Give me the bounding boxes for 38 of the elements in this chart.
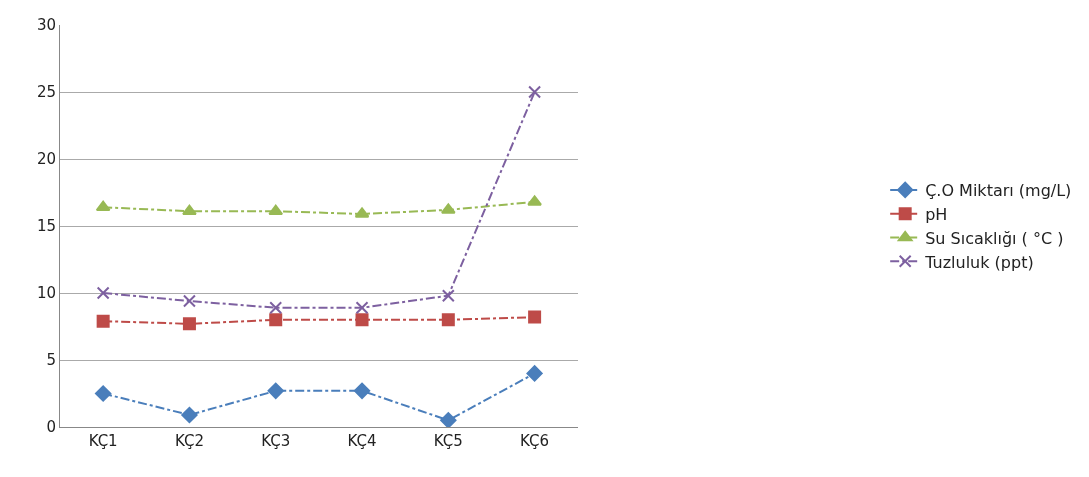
- point: [441, 313, 455, 327]
- y-tick-label: 5: [46, 351, 56, 370]
- y-tick-label: 10: [36, 284, 56, 303]
- point: [96, 286, 110, 300]
- point: [268, 204, 284, 216]
- legend-label: Su Sıcaklığı ( °C ): [925, 228, 1064, 248]
- y-tick-label: 0: [46, 418, 56, 437]
- point: [440, 412, 457, 427]
- x-tick-label: KÇ3: [261, 432, 291, 450]
- legend-label: Tuzluluk (ppt): [924, 252, 1034, 272]
- point: [441, 289, 455, 303]
- point: [355, 313, 369, 327]
- x-tick-label: KÇ6: [520, 432, 550, 450]
- point: [182, 317, 196, 331]
- point: [95, 385, 112, 402]
- y-tick-label: 20: [36, 150, 56, 169]
- point: [96, 314, 110, 328]
- point: [182, 294, 196, 308]
- x-tick-label: KÇ1: [88, 432, 118, 450]
- point: [528, 85, 542, 99]
- point: [269, 313, 283, 327]
- legend-label: Ç.O Miktarı (mg/L): [925, 181, 1072, 201]
- point: [355, 301, 369, 315]
- point: [353, 382, 371, 399]
- point: [528, 310, 542, 324]
- y-tick-label: 15: [36, 217, 56, 236]
- x-tick-label: KÇ4: [347, 432, 377, 450]
- x-tick-label: KÇ5: [433, 432, 463, 450]
- point: [182, 204, 197, 216]
- y-tick-label: 25: [36, 83, 56, 102]
- point: [181, 406, 198, 424]
- point: [267, 382, 284, 399]
- point: [526, 365, 543, 382]
- point: [269, 301, 283, 315]
- legend-label: pH: [925, 204, 948, 224]
- point: [527, 195, 542, 206]
- x-tick-label: KÇ2: [174, 432, 204, 450]
- y-tick-label: 30: [36, 16, 56, 35]
